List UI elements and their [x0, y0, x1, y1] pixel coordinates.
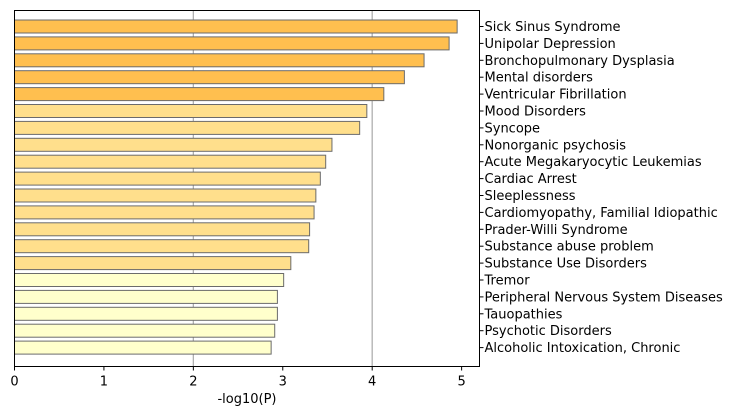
bar: [14, 36, 450, 51]
bar: [14, 171, 321, 186]
category-label: Cardiomyopathy, Familial Idiopathic: [485, 206, 718, 221]
bar: [14, 188, 317, 203]
category-label: Tremor: [484, 274, 531, 289]
bar: [14, 154, 327, 169]
category-label: Bronchopulmonary Dysplasia: [485, 54, 675, 69]
category-label: Syncope: [485, 121, 541, 136]
bars-layer: [14, 19, 458, 355]
plot-frame: [14, 10, 480, 367]
category-label: Substance Use Disorders: [485, 257, 648, 272]
category-label: Sick Sinus Syndrome: [485, 20, 621, 35]
x-tick-label: 3: [279, 375, 287, 390]
category-label: Acute Megakaryocytic Leukemias: [485, 155, 702, 170]
x-tick-label: 1: [100, 375, 108, 390]
bar: [14, 137, 333, 152]
bar: [14, 256, 292, 271]
x-axis: 0 1 2 3 4 5: [10, 366, 466, 390]
x-tick-label: 5: [457, 375, 465, 390]
bar: [14, 323, 276, 338]
bar: [14, 289, 278, 304]
bar: [14, 239, 310, 254]
x-tick-label: 2: [189, 375, 197, 390]
bar: [14, 306, 278, 321]
category-label: Tauopathies: [484, 307, 563, 322]
bar: [14, 340, 272, 355]
bar: [14, 70, 405, 85]
category-label: Prader-Willi Syndrome: [485, 223, 628, 238]
bar: [14, 222, 311, 237]
bar: [14, 104, 368, 118]
x-tick-label: 0: [10, 375, 18, 390]
bar: [14, 273, 285, 287]
x-axis-label: -log10(P): [217, 392, 276, 407]
category-label: Psychotic Disorders: [485, 324, 612, 339]
bar: [14, 19, 458, 34]
bar: [14, 87, 385, 102]
bar: [14, 53, 425, 68]
bar: [14, 205, 315, 220]
category-label: Unipolar Depression: [485, 37, 616, 52]
category-labels: Sick Sinus Syndrome Unipolar Depression Br…: [479, 20, 723, 356]
category-label: Nonorganic psychosis: [485, 138, 627, 153]
x-tick-label: 4: [368, 375, 376, 390]
category-label: Cardiac Arrest: [485, 172, 577, 187]
category-label: Mental disorders: [485, 71, 594, 86]
category-label: Peripheral Nervous System Diseases: [485, 290, 723, 305]
category-label: Ventricular Fibrillation: [485, 88, 627, 103]
category-label: Alcoholic Intoxication, Chronic: [485, 341, 681, 356]
category-label: Mood Disorders: [485, 105, 587, 120]
category-label: Substance abuse problem: [485, 240, 654, 255]
bar: [14, 120, 361, 135]
category-label: Sleeplessness: [485, 189, 576, 204]
